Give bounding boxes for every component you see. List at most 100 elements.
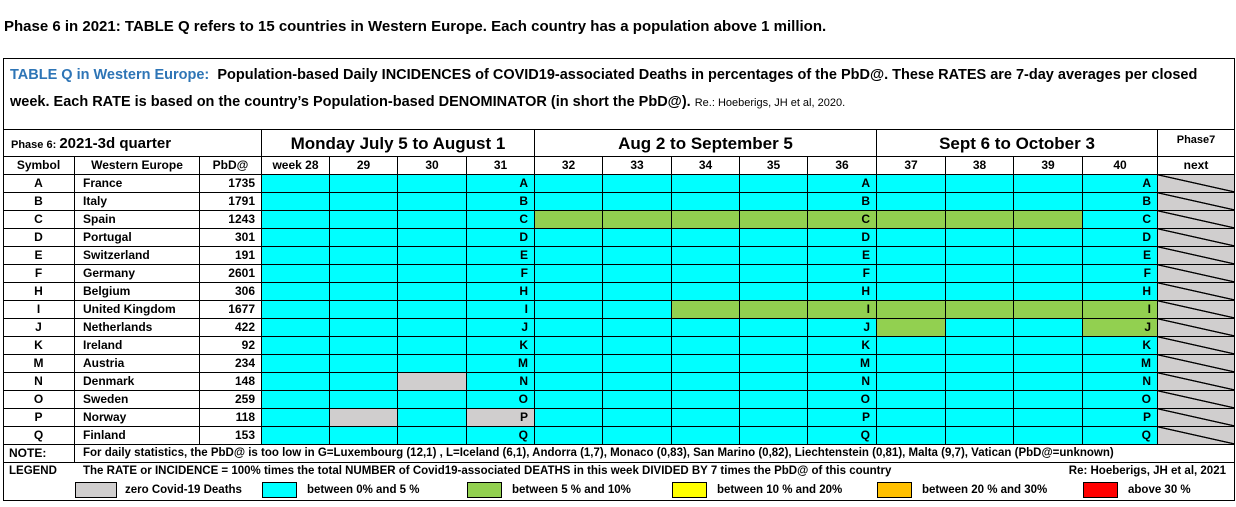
rate-cell (1014, 265, 1083, 283)
next-cell (1158, 283, 1235, 301)
next-cell (1158, 355, 1235, 373)
rate-cell (603, 409, 672, 427)
rate-cell (946, 427, 1014, 445)
symbol: O (3, 391, 75, 409)
rate-cell: F (467, 265, 535, 283)
rate-cell (877, 193, 946, 211)
rate-cell (740, 247, 808, 265)
rate-cell (946, 247, 1014, 265)
rate-cell (603, 355, 672, 373)
rate-cell: O (1083, 391, 1158, 409)
country: Switzerland (75, 247, 200, 265)
rate-cell (672, 283, 740, 301)
rate-cell: K (467, 337, 535, 355)
quarter: 2021-3d quarter (59, 135, 172, 152)
country: Portugal (75, 229, 200, 247)
rate-cell (398, 193, 467, 211)
period-header: Aug 2 to September 5 (535, 130, 877, 157)
legend-item-label: above 30 % (1128, 484, 1191, 496)
rate-cell (330, 301, 398, 319)
rate-cell (1014, 283, 1083, 301)
next-cell (1158, 211, 1235, 229)
symbol: A (3, 175, 75, 193)
rate-cell (946, 409, 1014, 427)
rate-cell: N (808, 373, 877, 391)
rate-cell (398, 283, 467, 301)
rate-cell: J (1083, 319, 1158, 337)
symbol: D (3, 229, 75, 247)
rate-cell (398, 337, 467, 355)
legend-item-label: zero Covid-19 Deaths (125, 484, 242, 496)
rate-cell: I (1083, 301, 1158, 319)
rate-cell (877, 301, 946, 319)
rate-cell (603, 265, 672, 283)
rate-cell (672, 229, 740, 247)
rate-cell (535, 247, 603, 265)
next-cell (1158, 193, 1235, 211)
rate-cell: H (808, 283, 877, 301)
rate-cell (262, 355, 330, 373)
rate-cell: E (808, 247, 877, 265)
pbd: 92 (200, 337, 262, 355)
pbd: 306 (200, 283, 262, 301)
rate-cell (398, 373, 467, 391)
rate-cell (262, 373, 330, 391)
country: Sweden (75, 391, 200, 409)
next-cell (1158, 373, 1235, 391)
rate-cell (672, 175, 740, 193)
rate-cell (535, 301, 603, 319)
rate-cell (1014, 211, 1083, 229)
rate-cell (603, 391, 672, 409)
rate-cell (535, 427, 603, 445)
pbd: 422 (200, 319, 262, 337)
rate-cell: J (467, 319, 535, 337)
rate-cell: I (808, 301, 877, 319)
pbd: 1735 (200, 175, 262, 193)
rate-cell (262, 175, 330, 193)
rate-cell (740, 229, 808, 247)
title-ref: Re.: Hoeberigs, JH et al, 2020. (694, 97, 846, 109)
rate-cell: E (467, 247, 535, 265)
column-header: 33 (603, 157, 672, 175)
phase7-header: Phase7 (1158, 130, 1235, 157)
symbol: I (3, 301, 75, 319)
rate-cell (398, 265, 467, 283)
next-cell (1158, 427, 1235, 445)
rate-cell (946, 301, 1014, 319)
column-header: 29 (330, 157, 398, 175)
next-cell (1158, 265, 1235, 283)
rate-cell (740, 409, 808, 427)
rate-cell (1014, 319, 1083, 337)
pbd: 191 (200, 247, 262, 265)
period-header: Monday July 5 to August 1 (262, 130, 535, 157)
symbol: K (3, 337, 75, 355)
rate-cell (740, 211, 808, 229)
column-header: 36 (808, 157, 877, 175)
legend-item-label: between 5 % and 10% (512, 484, 631, 496)
legend-item-label: between 0% and 5 % (307, 484, 420, 496)
rate-cell (672, 301, 740, 319)
rate-cell (535, 355, 603, 373)
legend-swatch (75, 482, 117, 498)
rate-cell (740, 283, 808, 301)
country: Norway (75, 409, 200, 427)
rate-cell (535, 211, 603, 229)
country: Netherlands (75, 319, 200, 337)
next-cell (1158, 337, 1235, 355)
pbd: 1791 (200, 193, 262, 211)
rate-cell: B (467, 193, 535, 211)
rate-cell (946, 265, 1014, 283)
rate-cell (603, 193, 672, 211)
rate-cell (740, 193, 808, 211)
rate-cell (398, 247, 467, 265)
column-header: 39 (1014, 157, 1083, 175)
legend-text: The RATE or INCIDENCE = 100% times the t… (83, 465, 892, 477)
rate-cell (330, 337, 398, 355)
rate-cell: P (467, 409, 535, 427)
rate-cell (672, 319, 740, 337)
pbd: 1243 (200, 211, 262, 229)
legend-swatch (672, 482, 707, 498)
pbd: 153 (200, 427, 262, 445)
rate-cell (672, 211, 740, 229)
